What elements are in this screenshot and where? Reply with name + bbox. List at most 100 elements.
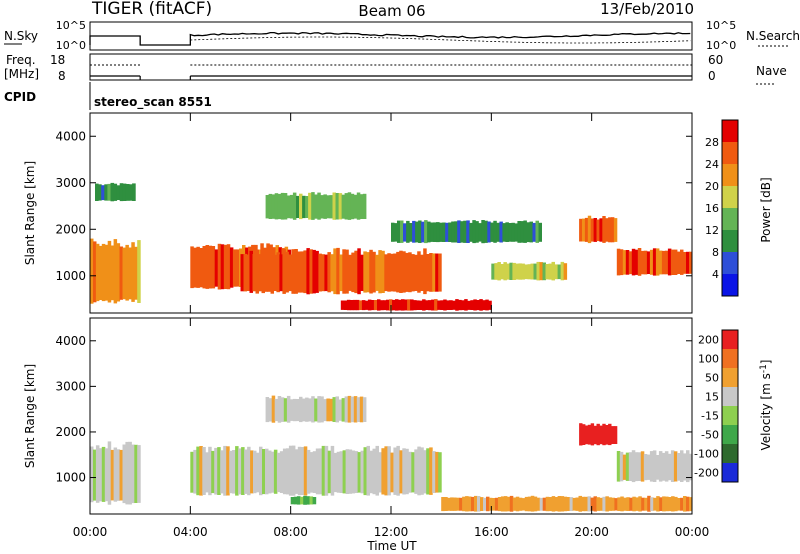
colorbar-swatch: [722, 349, 738, 368]
heatmap-cell: [122, 183, 127, 201]
heatmap-cell: [273, 254, 277, 291]
nsky-tick-bottom: 10^0: [56, 39, 86, 52]
heatmap-cell: [220, 450, 224, 494]
heatmap-cell: [429, 253, 433, 292]
heatmap-cell: [593, 425, 597, 445]
heatmap-cell: [423, 450, 427, 494]
heatmap-cell: [655, 248, 660, 276]
heatmap-cell: [485, 299, 489, 311]
heatmap-cell: [476, 300, 480, 311]
heatmap-cell: [217, 243, 222, 290]
heatmap-cell: [265, 397, 270, 423]
colorbar-tick-label: 16: [705, 202, 719, 215]
y-tick-label: 4000: [55, 334, 86, 348]
heatmap-cell: [289, 194, 294, 219]
heatmap-cell: [605, 425, 609, 445]
heatmap-cell: [202, 447, 206, 495]
heatmap-cell: [686, 251, 690, 274]
heatmap-cell: [503, 262, 507, 281]
heatmap-cell: [359, 396, 364, 423]
heatmap-cell: [321, 445, 326, 496]
heatmap-cell: [631, 450, 636, 483]
heatmap-cell: [361, 300, 366, 311]
heatmap-cell: [252, 254, 256, 292]
heatmap-cell: [605, 218, 609, 242]
heatmap-cell: [443, 299, 447, 311]
heatmap-cell: [640, 451, 645, 482]
velocity-ylabel: Slant Range [km]: [23, 364, 37, 468]
heatmap-cell: [581, 496, 585, 512]
heatmap-cell: [302, 195, 306, 219]
heatmap-cell: [638, 496, 642, 512]
heatmap-cell: [518, 497, 523, 511]
heatmap-cell: [309, 249, 313, 294]
heatmap-cell: [614, 498, 618, 511]
heatmap-cell: [116, 243, 121, 302]
cpid-label: CPID: [4, 90, 36, 104]
heatmap-cell: [579, 423, 583, 446]
heatmap-cell: [235, 446, 239, 496]
heatmap-cell: [584, 217, 589, 242]
heatmap-cell: [314, 194, 318, 219]
heatmap-cell: [393, 447, 397, 495]
heatmap-cell: [500, 264, 504, 280]
heatmap-cell: [306, 248, 310, 295]
heatmap-cell: [329, 398, 333, 422]
heatmap-cell: [499, 221, 503, 243]
heatmap-cell: [317, 192, 321, 220]
heatmap-cell: [584, 496, 588, 512]
heatmap-cell: [390, 452, 394, 493]
heatmap-cell: [326, 195, 330, 219]
heatmap-cell: [362, 397, 367, 422]
heatmap-cell: [399, 250, 403, 293]
heatmap-cell: [622, 454, 627, 480]
heatmap-cell: [423, 248, 427, 295]
heatmap-cell: [369, 450, 373, 494]
heatmap-cell: [193, 449, 197, 494]
heatmap-cell: [628, 251, 633, 275]
heatmap-cell: [128, 441, 132, 505]
heatmap-cell: [593, 218, 597, 242]
heatmap-cell: [306, 449, 311, 494]
heatmap-cell: [229, 450, 233, 494]
heatmap-cell: [683, 496, 687, 512]
heatmap-cell: [414, 449, 418, 494]
heatmap-cell: [261, 250, 265, 294]
heatmap-cell: [312, 497, 317, 505]
freq-label: Freq.: [6, 53, 36, 67]
heatmap-cell: [667, 453, 672, 481]
heatmap-cell: [396, 445, 400, 496]
heatmap-cell: [437, 300, 441, 310]
heatmap-cell: [387, 253, 391, 292]
nsky-series-line: [89, 31, 691, 46]
y-tick-label: 1000: [55, 471, 86, 485]
heatmap-cell: [226, 446, 230, 496]
heatmap-cell: [418, 220, 422, 243]
heatmap-cell: [643, 250, 648, 275]
heatmap-cell: [446, 300, 450, 310]
heatmap-cell: [271, 395, 276, 423]
heatmap-cell: [644, 497, 648, 511]
heatmap-cell: [107, 240, 112, 303]
heatmap-cell: [557, 264, 562, 280]
heatmap-cell: [471, 496, 475, 512]
heatmap-cell: [686, 450, 690, 483]
heatmap-cell: [674, 496, 678, 512]
heatmap-cell: [608, 497, 612, 511]
heatmap-cell: [509, 262, 513, 280]
heatmap-cell: [432, 451, 436, 493]
heatmap-cell: [217, 447, 221, 495]
heatmap-cell: [664, 250, 669, 275]
heatmap-cell: [299, 396, 303, 423]
heatmap-cell: [98, 184, 102, 201]
heatmap-cell: [414, 254, 418, 291]
heatmap-cell: [276, 452, 281, 493]
heatmap-cell: [420, 254, 424, 291]
heatmap-cell: [477, 496, 481, 512]
heatmap-cell: [122, 247, 126, 300]
heatmap-cell: [205, 245, 209, 289]
heatmap-cell: [350, 193, 355, 220]
heatmap-cell: [405, 448, 409, 495]
heatmap-cell: [611, 497, 615, 511]
colorbar-swatch: [722, 186, 738, 208]
